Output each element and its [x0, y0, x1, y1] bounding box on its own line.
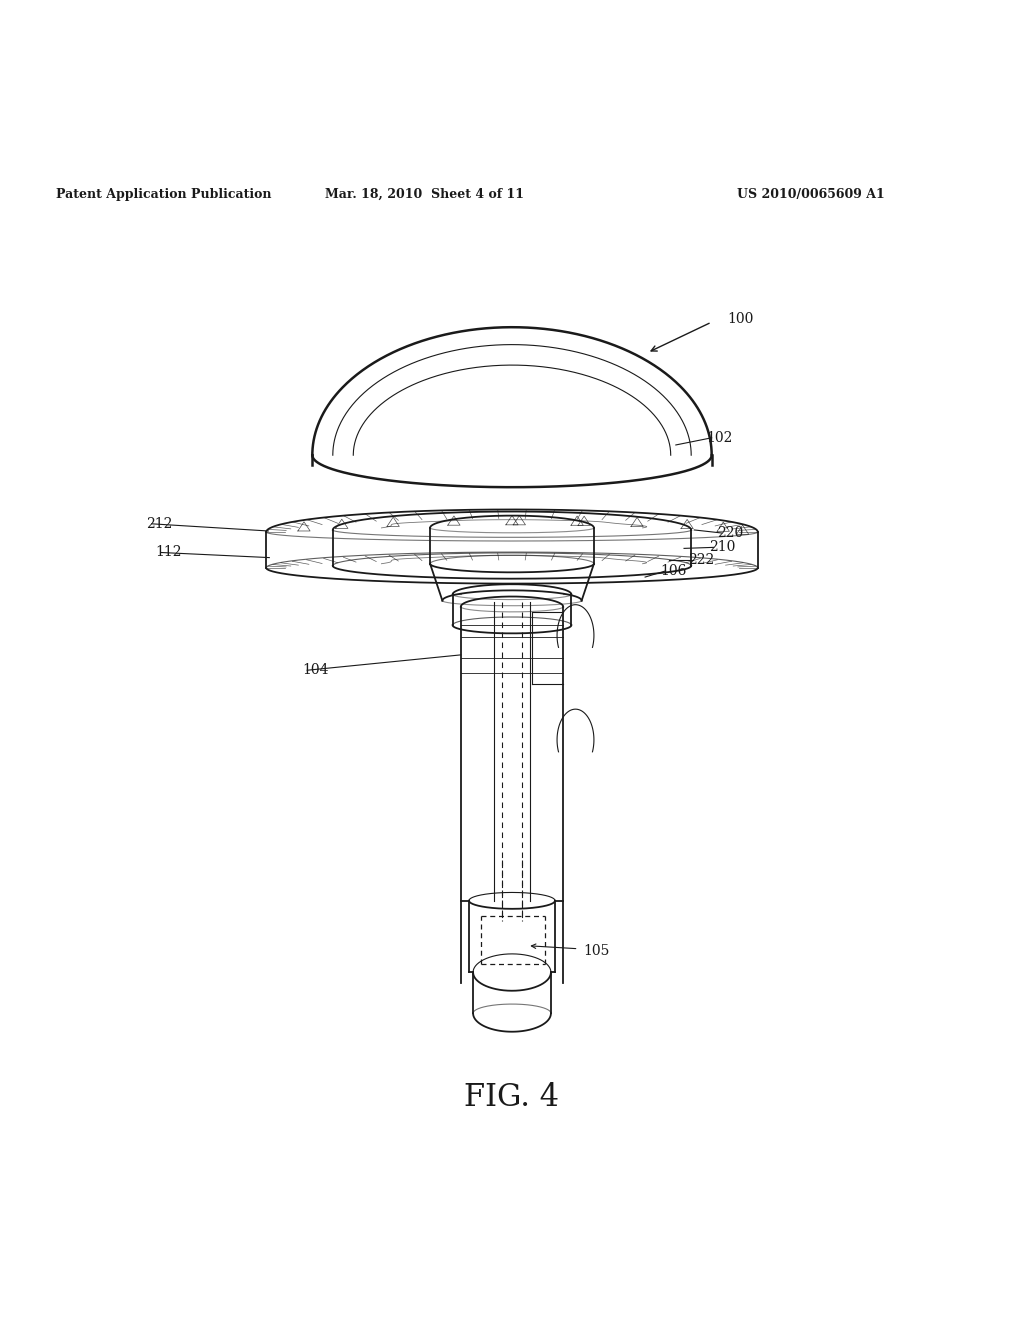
Text: 102: 102	[707, 430, 733, 445]
Text: 105: 105	[584, 944, 610, 958]
Text: 210: 210	[709, 540, 735, 554]
Text: 220: 220	[717, 527, 743, 540]
Text: 212: 212	[146, 517, 173, 531]
Text: FIG. 4: FIG. 4	[465, 1082, 559, 1113]
Text: 222: 222	[688, 553, 715, 566]
Text: Patent Application Publication: Patent Application Publication	[56, 187, 271, 201]
Text: 100: 100	[727, 312, 754, 326]
Text: Mar. 18, 2010  Sheet 4 of 11: Mar. 18, 2010 Sheet 4 of 11	[326, 187, 524, 201]
Text: 112: 112	[156, 545, 182, 560]
Text: 106: 106	[660, 564, 687, 578]
Text: 104: 104	[302, 663, 329, 677]
Text: US 2010/0065609 A1: US 2010/0065609 A1	[737, 187, 885, 201]
